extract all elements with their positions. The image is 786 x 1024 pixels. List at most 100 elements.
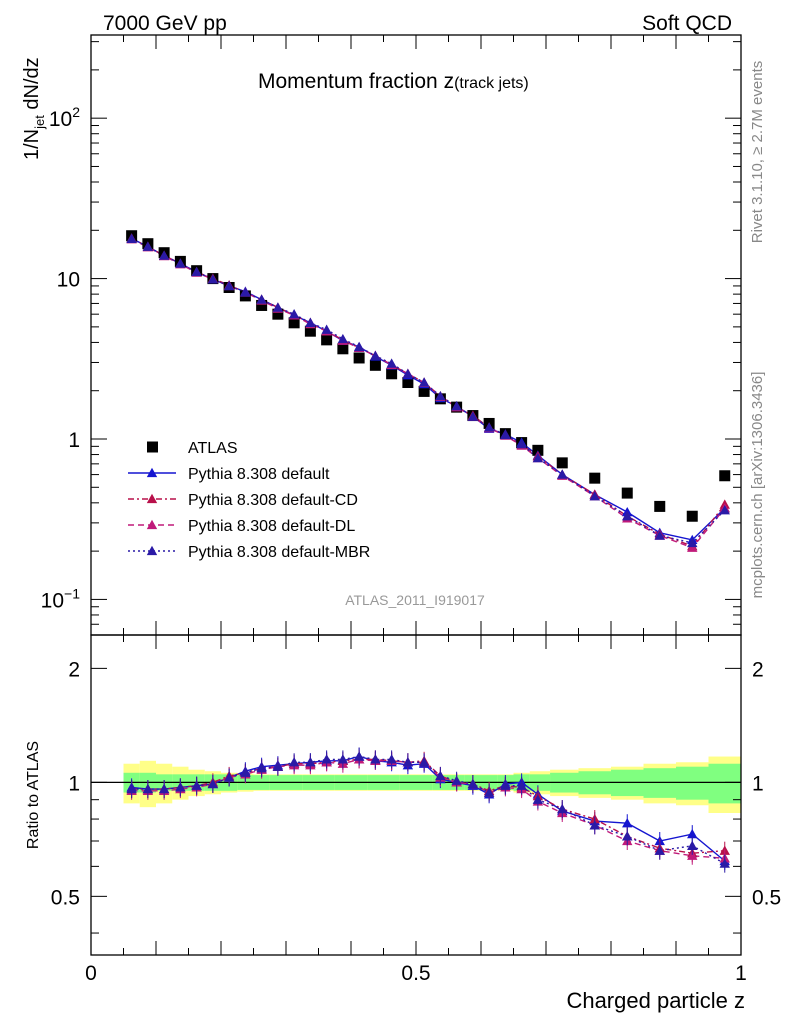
data-point-pythia-8-308-default-mbr [516,780,527,790]
data-point-pythia-8-308-default-mbr [142,783,154,794]
data-point-pythia-8-308-default-mbr [158,783,170,794]
tick-base: 10 [41,589,64,612]
data-point-pythia-8-308-default-mbr [654,530,665,540]
plot-title: Momentum fraction z(track jets) [258,70,529,93]
plot-title-main: Momentum fraction z [258,70,454,93]
data-point-atlas [654,500,666,512]
data-point-pythia-8-308-default-mbr [142,241,154,251]
data-point-atlas [418,385,430,397]
tick-base: 10 [49,108,72,131]
data-point-pythia-8-308-default-mbr [337,333,349,344]
data-point-atlas [353,352,365,364]
side-rivet-label: Rivet 3.1.10, ≥ 2.7M events [749,61,766,244]
tick-base: 10 [57,269,80,292]
top-y-axis-label-tail: dN/dz [21,57,43,115]
data-point-pythia-8-308-default-mbr [240,287,251,297]
data-point-pythia-8-308-default-mbr [589,490,600,501]
legend-label: Pythia 8.308 default-CD [188,492,358,509]
data-point-pythia-8-308-default-mbr [402,368,414,378]
data-point-pythia-8-308-default-mbr [467,411,479,421]
ratio-y-tick-label-right: 1 [752,772,764,795]
data-point-pythia-8-308-default-mbr [126,233,137,243]
data-point-pythia-8-308-default-mbr [321,324,332,334]
data-point-pythia-8-308-default-mbr [353,751,365,761]
data-point-atlas [288,317,300,329]
axis-ticks [90,35,742,955]
top-y-axis-label-sub: jet [32,115,47,130]
data-point-pythia-8-308-default-mbr [370,350,381,360]
data-point-pythia-8-308-default-mbr [451,775,462,785]
data-point-pythia-8-308-default-mbr [622,511,633,521]
data-point-pythia-8-308-default-mbr [223,280,235,291]
tick-base: 1 [68,429,80,452]
header-left: 7000 GeV pp [103,12,227,35]
data-point-pythia-8-308-default-mbr [622,831,633,841]
legend-marker [147,441,158,453]
x-tick-label: 0.5 [401,962,430,985]
data-point-pythia-8-308-default-mbr [500,429,511,440]
data-point-atlas [256,299,268,311]
series-line-pythia-8-308-default-mbr [131,755,726,865]
ratio-y-tick-label-right: 2 [752,658,764,681]
data-point-pythia-8-308-default-mbr [256,294,267,304]
data-point-pythia-8-308-default-mbr [272,302,284,312]
data-point-pythia-8-308-default-mbr [402,757,414,767]
data-point-pythia-8-308-default-mbr [272,761,284,771]
ratio-y-tick-label-left: 0.5 [51,886,80,909]
x-axis-label: Charged particle z [566,988,745,1013]
data-point-pythia-8-308-default-mbr [483,422,495,432]
series-markers [126,230,731,873]
band-inner-bin [643,768,676,798]
data-point-pythia-8-308-default-mbr [467,778,479,789]
legend-label: Pythia 8.308 default [188,466,330,483]
ratio-y-tick-label-right: 0.5 [752,886,781,909]
data-point-pythia-8-308-default-mbr [516,438,527,449]
data-point-atlas [304,325,316,337]
data-point-pythia-8-308-default-mbr [500,780,511,790]
ratio-y-tick-label-left: 2 [68,658,80,681]
data-point-atlas [686,510,698,522]
data-point-pythia-8-308-default [622,818,633,828]
data-point-pythia-8-308-default-mbr [386,754,397,764]
legend-label: Pythia 8.308 default-MBR [188,544,370,561]
data-point-atlas [402,377,414,389]
tick-exp: 2 [72,104,80,120]
data-point-pythia-8-308-default-mbr [191,780,202,790]
data-point-atlas [369,359,381,371]
data-point-atlas [556,457,568,469]
ratio-plot-frame [90,634,742,956]
legend-marker [146,467,158,478]
legend-marker [146,545,158,556]
data-point-atlas [621,487,633,499]
data-point-pythia-8-308-default-mbr [435,770,446,781]
data-point-pythia-8-308-default-mbr [386,358,397,368]
data-point-pythia-8-308-default-mbr [126,783,137,794]
data-point-atlas [321,334,333,346]
data-point-pythia-8-308-default-mbr [654,845,665,855]
top-y-tick-label: 10 [57,269,80,292]
data-point-pythia-8-308-default-mbr [418,757,430,767]
data-point-pythia-8-308-default-mbr [589,820,600,830]
legend-marker [146,493,158,504]
data-point-pythia-8-308-default-mbr [321,754,332,764]
data-point-atlas [272,308,284,320]
data-point-pythia-8-308-default-mbr [370,754,381,764]
plot-title-sub: (track jets) [454,75,529,92]
data-point-pythia-8-308-default-mbr [207,274,219,284]
top-y-axis-label-main: 1/N [21,129,43,160]
header-right: Soft QCD [642,12,732,35]
band-inner-bin [676,766,709,800]
legend-marker [146,519,158,530]
analysis-watermark: ATLAS_2011_I919017 [345,592,485,608]
top-y-axis-label: 1/Njet dN/dz [21,57,47,160]
data-point-pythia-8-308-default-mbr [305,317,316,327]
data-point-pythia-8-308-default-mbr [451,401,462,411]
data-point-pythia-8-308-default-mbr [288,757,300,767]
data-point-pythia-8-308-default-mbr [191,266,202,277]
data-point-pythia-8-308-default-mbr [435,390,446,401]
top-y-tick-label: 10−1 [41,585,81,612]
data-point-pythia-8-308-default-dl [687,850,698,860]
tick-exp: −1 [64,585,80,601]
legend-label: ATLAS [188,440,238,457]
data-point-pythia-8-308-default-mbr [240,767,251,777]
